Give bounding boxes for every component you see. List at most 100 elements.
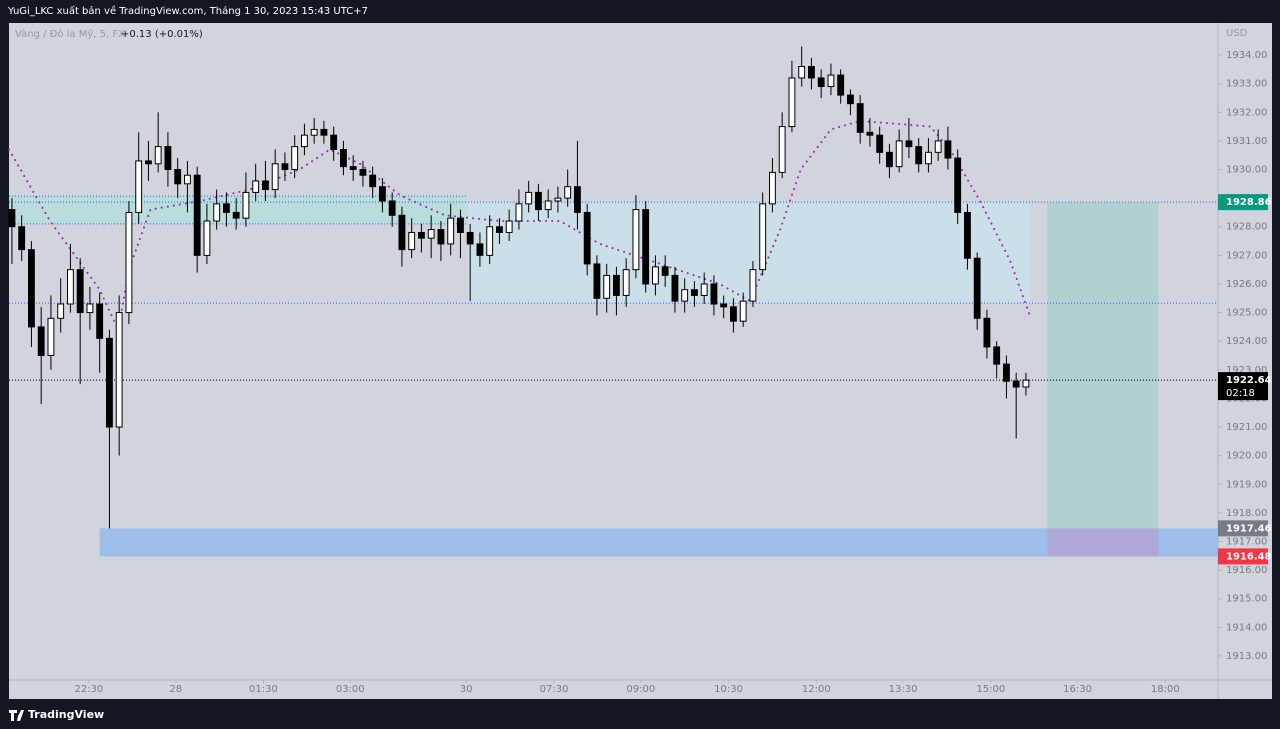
candle-body <box>18 226 26 251</box>
candle-body <box>96 303 104 339</box>
candle-body <box>486 226 494 256</box>
candle-body <box>535 191 542 211</box>
candle-body <box>856 103 864 133</box>
candle-body <box>720 303 728 308</box>
y-tick-label: 1924.00 <box>1226 336 1267 347</box>
candle-body <box>954 157 962 213</box>
footer: TradingView <box>28 708 104 721</box>
y-tick-label: 1934.00 <box>1226 50 1267 61</box>
candle-body <box>876 134 884 153</box>
y-tick-label: 1927.00 <box>1226 250 1267 261</box>
candle-body <box>232 211 240 219</box>
candle-body <box>349 166 357 171</box>
candle-body <box>359 169 367 176</box>
candle-body <box>1012 380 1020 388</box>
candle-body <box>993 346 1001 365</box>
candle-body <box>408 231 416 251</box>
candle-body <box>174 169 182 185</box>
footer-logo <box>9 710 24 721</box>
y-tick-label: 1928.00 <box>1226 222 1267 233</box>
candle-body <box>418 231 425 239</box>
candle-body <box>398 214 406 251</box>
candle-body <box>710 283 718 305</box>
moving-average <box>8 119 1031 334</box>
candle-body <box>154 146 162 165</box>
y-tick-label: 1918.00 <box>1226 508 1267 519</box>
y-tick-label: 1932.00 <box>1226 107 1267 118</box>
candle-body <box>301 134 308 148</box>
x-tick-label: 16:30 <box>1063 684 1092 695</box>
candle-body <box>193 174 201 256</box>
candle-body <box>184 174 191 185</box>
x-tick-label: 10:30 <box>714 684 743 695</box>
candle-body <box>115 312 123 428</box>
candle-body <box>944 140 952 159</box>
candle-body <box>886 151 893 168</box>
price-label-bg <box>1218 520 1268 537</box>
candle-body <box>262 180 269 191</box>
price-label: 1917.46 <box>1226 523 1272 534</box>
candle-body <box>544 200 552 211</box>
candle-body <box>271 163 279 191</box>
price-label: 1916.48 <box>1226 551 1272 562</box>
candle-body <box>515 203 523 222</box>
candle-body <box>145 160 152 165</box>
candle-body <box>28 249 35 328</box>
candle-body <box>808 65 815 79</box>
candle-body <box>369 174 377 188</box>
price-label-bg <box>1218 194 1268 211</box>
candle-body <box>964 211 971 259</box>
y-tick-label: 1915.00 <box>1226 594 1267 605</box>
candle-body <box>125 211 133 314</box>
candle-body <box>671 274 679 302</box>
candle-body <box>379 186 386 202</box>
candle-body <box>603 274 611 299</box>
currency: USD <box>1226 28 1248 39</box>
countdown: 02:18 <box>1226 388 1255 399</box>
x-tick-label: 01:30 <box>249 684 278 695</box>
candle-body <box>466 231 474 245</box>
candle-body <box>47 317 55 357</box>
x-tick-label: 12:00 <box>802 684 831 695</box>
y-tick-label: 1931.00 <box>1226 136 1267 147</box>
candle-body <box>340 148 347 168</box>
y-tick-label: 1913.00 <box>1226 651 1267 662</box>
candle-body <box>934 140 942 153</box>
candle-body <box>203 220 211 256</box>
candle-body <box>574 186 581 213</box>
y-tick-label: 1923.00 <box>1226 365 1267 376</box>
x-tick-label: 18:00 <box>1151 684 1180 695</box>
candle-body <box>925 151 932 165</box>
candle-body <box>76 269 84 314</box>
y-tick-label: 1926.00 <box>1226 279 1267 290</box>
candle-body <box>135 160 143 213</box>
candle-body <box>583 211 591 265</box>
x-tick-label: 22:30 <box>75 684 104 695</box>
candle-body <box>749 269 757 302</box>
y-tick-label: 1919.00 <box>1226 479 1267 490</box>
candle-body <box>320 128 328 136</box>
symbol: Vàng / Đô la Mỹ, 5, FX <box>15 28 125 40</box>
change: +0.13 (+0.01%) <box>121 29 203 40</box>
price-label: 1928.86 <box>1226 197 1272 208</box>
candle-body <box>1003 363 1010 382</box>
candle-body <box>661 266 669 276</box>
candle-body <box>525 191 533 205</box>
candle-body <box>778 126 786 173</box>
y-tick-label: 1930.00 <box>1226 165 1267 176</box>
candle-body <box>505 220 513 233</box>
candle-body <box>632 209 640 271</box>
candle-body <box>915 146 923 165</box>
candle-body <box>866 131 874 136</box>
candle-body <box>476 243 484 256</box>
zone <box>1047 528 1159 557</box>
plot <box>8 46 1218 557</box>
x-tick-label: 03:00 <box>336 684 365 695</box>
candle-body <box>1022 379 1030 388</box>
candle-body <box>310 128 318 136</box>
candle-body <box>759 203 767 271</box>
candle-body <box>730 306 737 322</box>
y-tick-label: 1914.00 <box>1226 622 1267 633</box>
candle-body <box>613 274 620 296</box>
